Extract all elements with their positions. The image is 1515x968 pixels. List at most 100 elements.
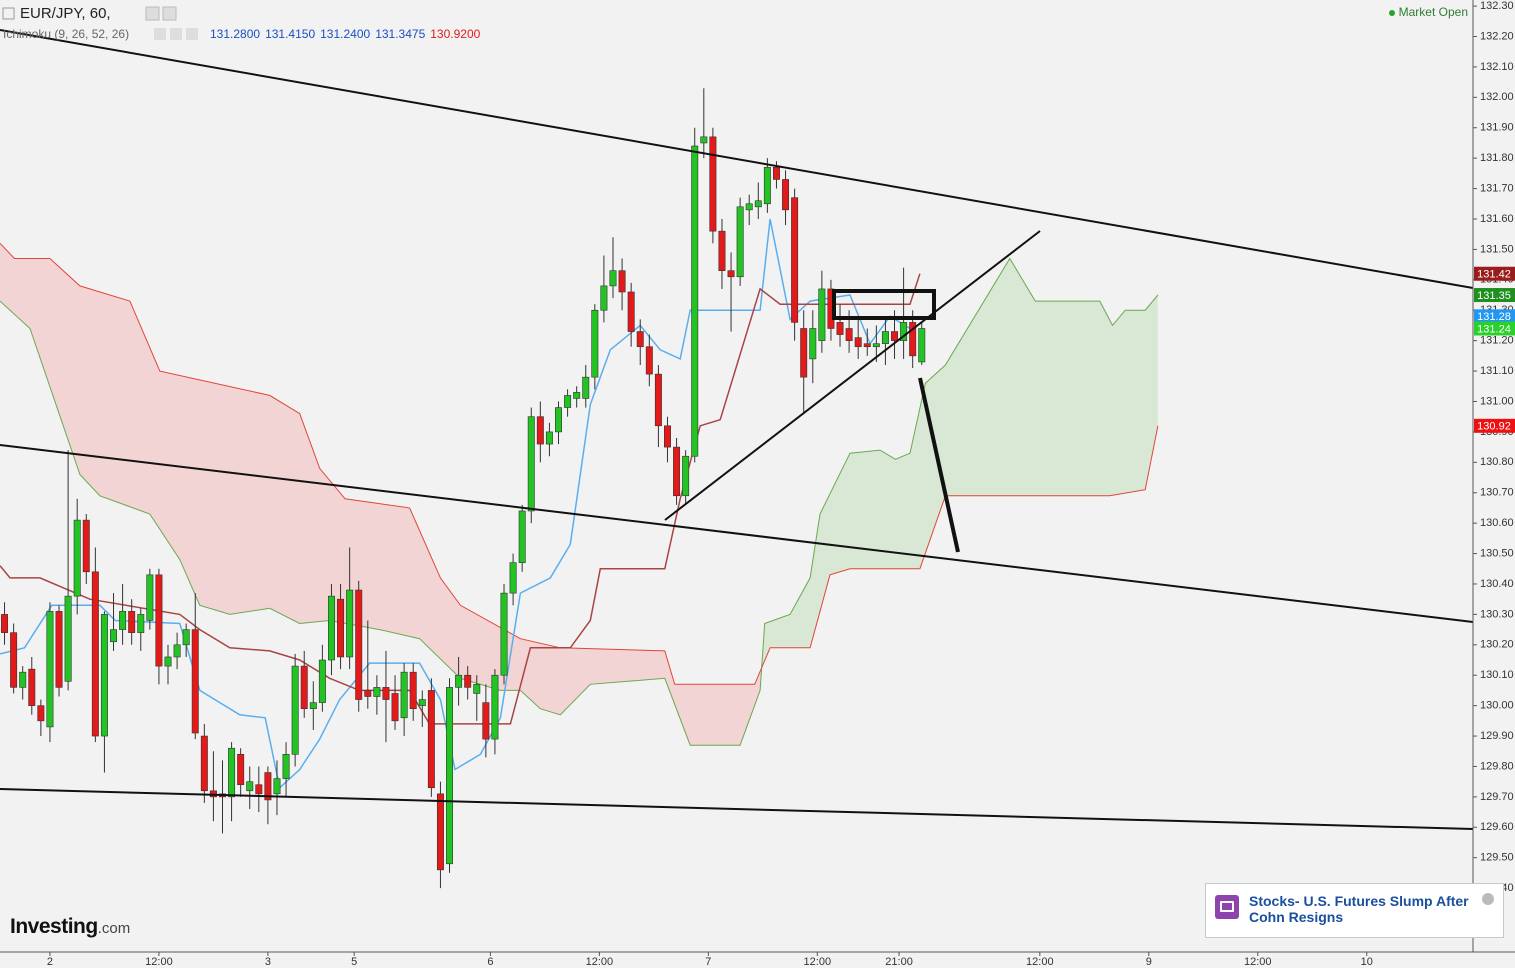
candle-body [19, 671, 27, 688]
logo-suffix: .com [97, 920, 131, 937]
span-a [0, 257, 1159, 746]
y-tick-label: 129.50 [1480, 852, 1514, 864]
price-tag [1474, 418, 1515, 433]
candle-body [427, 690, 435, 789]
indicator-icon[interactable] [154, 28, 166, 40]
x-tick-label: 7 [705, 956, 711, 968]
drawings [0, 29, 1473, 830]
y-tick-label: 131.80 [1480, 152, 1514, 164]
candle-body [682, 455, 690, 497]
candle-body [191, 629, 199, 734]
indicator-name: Ichimoku (9, 26, 52, 26) [3, 27, 129, 41]
x-tick-label: 12:00 [145, 956, 173, 968]
candle-body [100, 614, 108, 737]
x-tick-label: 12:00 [804, 956, 832, 968]
y-tick-label: 129.60 [1480, 821, 1514, 833]
candle-body [273, 778, 281, 795]
candle-body [673, 446, 681, 497]
y-tick-label: 131.20 [1480, 335, 1514, 347]
symbol: EUR/JPY, 60, [20, 5, 111, 22]
price-tag-label: 131.24 [1477, 323, 1511, 335]
candle-body [10, 632, 18, 688]
candle-body [709, 136, 717, 232]
candle-body [745, 203, 753, 211]
x-tick-label: 3 [265, 956, 271, 968]
candle-body [845, 328, 853, 341]
candle-body [718, 230, 726, 271]
status-dot [1389, 10, 1395, 16]
trend-line [918, 377, 960, 553]
candle-body [473, 684, 481, 694]
candle-body [418, 699, 426, 706]
y-tick-label: 132.00 [1480, 91, 1514, 103]
close-icon[interactable] [162, 6, 177, 21]
indicator-value: 131.3475 [375, 27, 425, 41]
trend-line [0, 444, 1473, 623]
candle-body [264, 772, 272, 801]
close-button[interactable] [1482, 893, 1494, 905]
indicator-line [0, 273, 921, 725]
candle-body [909, 322, 917, 357]
x-tick-label: 12:00 [1244, 956, 1272, 968]
candle-body [119, 611, 127, 630]
menu-icon[interactable] [2, 7, 15, 20]
y-tick-label: 130.30 [1480, 608, 1514, 620]
candle-body [173, 644, 181, 658]
indicator-icon[interactable] [170, 28, 182, 40]
candle-body [772, 166, 780, 180]
y-tick-label: 131.60 [1480, 213, 1514, 225]
candle-body [327, 595, 335, 661]
market-status: Market Open [1399, 5, 1468, 19]
indicator-value: 131.4150 [265, 27, 315, 41]
candle-body [700, 136, 708, 144]
highlight-box [832, 289, 936, 320]
candle-body [809, 328, 817, 360]
x-tick-label: 5 [351, 956, 357, 968]
trend-line [0, 788, 1473, 830]
settings-icon[interactable] [145, 6, 160, 21]
price-tag-label: 131.28 [1477, 311, 1511, 323]
candle-body [545, 431, 553, 445]
candle-body [736, 206, 744, 278]
candle-body [691, 145, 699, 457]
price-tag [1474, 309, 1515, 324]
candle-body [763, 166, 771, 205]
candle-body [618, 270, 626, 293]
candle-body [110, 629, 117, 643]
indicator-icon[interactable] [186, 28, 198, 40]
candle-body [82, 519, 90, 573]
candle-body [382, 687, 390, 700]
logo: Investing.com [10, 915, 130, 939]
candle-body [872, 343, 880, 348]
trend-line [664, 230, 1041, 521]
price-tag [1474, 288, 1515, 303]
y-tick-label: 132.30 [1480, 0, 1514, 12]
candle-body [609, 270, 617, 287]
x-tick-label: 2 [47, 956, 53, 968]
candle-body [373, 687, 381, 697]
price-tag-label: 131.42 [1477, 269, 1511, 281]
y-tick-label: 129.70 [1480, 791, 1514, 803]
news-icon [1215, 895, 1239, 919]
candle-body [164, 656, 172, 667]
price-tag-label: 131.35 [1477, 290, 1511, 302]
news-headline[interactable]: Stocks- U.S. Futures Slump After Cohn Re… [1249, 893, 1469, 925]
candle-body [318, 659, 326, 703]
price-tag [1474, 321, 1515, 336]
candle-body [854, 337, 862, 348]
candle-body [400, 671, 408, 719]
candle-body [881, 331, 889, 344]
candle-body [1, 614, 9, 633]
candle-body [518, 510, 526, 563]
candle-body [255, 784, 263, 795]
news-popup[interactable]: Stocks- U.S. Futures Slump After Cohn Re… [1205, 883, 1504, 938]
candle-body [282, 754, 290, 779]
trend-line [0, 29, 1473, 289]
y-tick-label: 130.80 [1480, 456, 1514, 468]
price-tag [1474, 266, 1515, 281]
candle-body [836, 322, 844, 335]
candle-body [782, 179, 790, 211]
indicator-value: 131.2800 [210, 27, 260, 41]
y-tick-label: 131.00 [1480, 395, 1514, 407]
